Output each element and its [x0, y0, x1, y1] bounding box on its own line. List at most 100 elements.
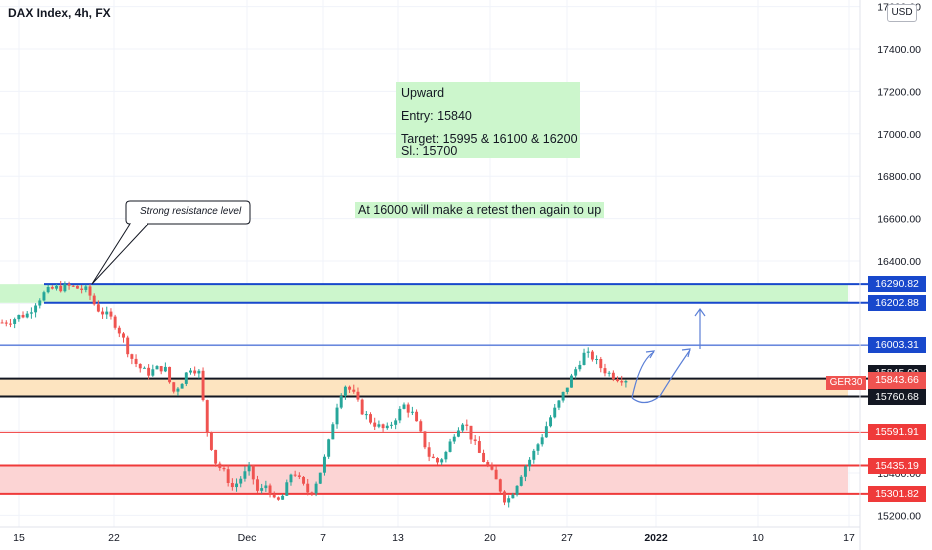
candle-body: [456, 430, 460, 437]
annotation-line-entry: Entry: 15840: [401, 109, 472, 123]
candle-body: [620, 381, 624, 383]
candle-body: [184, 372, 188, 384]
price-zone: [0, 378, 848, 397]
candle-body: [92, 295, 96, 305]
candles: [0, 280, 628, 508]
projection-arrows: [631, 307, 706, 404]
candle-body: [465, 424, 469, 426]
candle-body: [122, 333, 125, 338]
annotation-line-sl: Sl.: 15700: [401, 144, 458, 158]
candle-body: [565, 387, 569, 392]
candle-body: [482, 452, 486, 463]
candle-body: [503, 491, 506, 503]
candle-body: [381, 424, 385, 429]
y-tick-label: 17000.00: [877, 129, 921, 141]
candle-body: [490, 465, 494, 470]
candle-body: [289, 474, 293, 483]
candle-body: [293, 474, 297, 476]
candle-body: [423, 431, 427, 448]
candle-body: [251, 465, 255, 480]
candle-body: [4, 322, 8, 324]
price-axis-label: 15843.66: [868, 371, 926, 388]
candle-body: [163, 366, 167, 372]
candle-body: [281, 495, 285, 500]
candle-body: [201, 370, 205, 401]
candle-body: [498, 479, 502, 492]
candle-body: [360, 399, 364, 415]
candle-body: [260, 488, 264, 491]
candle-body: [398, 408, 402, 421]
x-tick-label: 2022: [644, 532, 668, 544]
candle-body: [574, 369, 578, 376]
candle-body: [348, 386, 352, 390]
candle-body: [343, 386, 347, 396]
candle-body: [331, 424, 335, 440]
candle-body: [17, 314, 21, 320]
annotation-line-target: Target: 15995 & 16100 & 16200: [401, 132, 578, 146]
candle-body: [314, 483, 318, 494]
candle-body: [302, 476, 305, 484]
candle-body: [578, 364, 582, 370]
candle-body: [377, 424, 381, 427]
y-tick-label: 17400.00: [877, 44, 921, 56]
candle-body: [264, 485, 268, 489]
candle-body: [557, 400, 561, 408]
price-axis-label: 16290.82: [868, 276, 926, 293]
candle-body: [80, 288, 84, 290]
callout-bubble: [91, 200, 251, 285]
candle-body: [461, 424, 465, 431]
candle-body: [42, 292, 46, 301]
projection-arrowhead-2: [681, 348, 691, 358]
y-axis-ticks: 17600.0017400.0017200.0017000.0016800.00…: [877, 2, 921, 523]
callout-text: Strong resistance level: [140, 206, 242, 217]
candle-body: [582, 352, 586, 365]
candle-body: [444, 451, 448, 460]
candle-body: [247, 465, 251, 472]
candle-body: [109, 311, 113, 317]
candle-body: [590, 351, 594, 360]
candle-body: [113, 316, 117, 328]
candle-body: [406, 404, 410, 413]
candle-body: [427, 447, 431, 457]
candle-body: [138, 363, 142, 369]
candle-body: [448, 441, 452, 452]
candle-body: [193, 370, 197, 374]
candle-body: [214, 449, 218, 464]
candle-body: [440, 459, 444, 463]
symbol-tag: GER30: [826, 376, 866, 390]
candle-body: [431, 456, 435, 459]
candle-body: [55, 285, 58, 289]
candle-body: [0, 322, 4, 324]
candle-body: [624, 381, 628, 383]
candle-body: [297, 475, 301, 477]
candle-body: [268, 485, 272, 495]
x-tick-label: 13: [392, 532, 404, 544]
candle-body: [75, 285, 79, 289]
x-tick-label: 22: [108, 532, 120, 544]
price-zone: [0, 284, 848, 303]
x-tick-label: 7: [320, 532, 326, 544]
currency-badge[interactable]: USD: [887, 4, 917, 22]
candle-body: [369, 414, 372, 423]
candle-body: [21, 314, 25, 318]
candle-body: [473, 439, 477, 442]
price-axis-label: 15435.19: [868, 457, 926, 474]
candle-body: [168, 366, 172, 383]
candle-body: [272, 494, 276, 498]
x-tick-label: 15: [13, 532, 25, 544]
candle-body: [394, 420, 398, 425]
candle-body: [239, 478, 243, 484]
price-zone: [0, 465, 848, 494]
candle-body: [205, 400, 209, 433]
annotation-line-upward: Upward: [401, 86, 445, 100]
y-tick-label: 17200.00: [877, 86, 921, 98]
candle-body: [389, 424, 393, 426]
x-tick-label: 10: [752, 532, 764, 544]
candle-body: [46, 287, 50, 293]
candle-body: [84, 286, 88, 290]
candle-body: [256, 479, 259, 491]
candle-body: [155, 366, 159, 370]
candle-body: [599, 359, 603, 369]
price-zones: [0, 284, 848, 494]
candle-body: [607, 372, 611, 374]
